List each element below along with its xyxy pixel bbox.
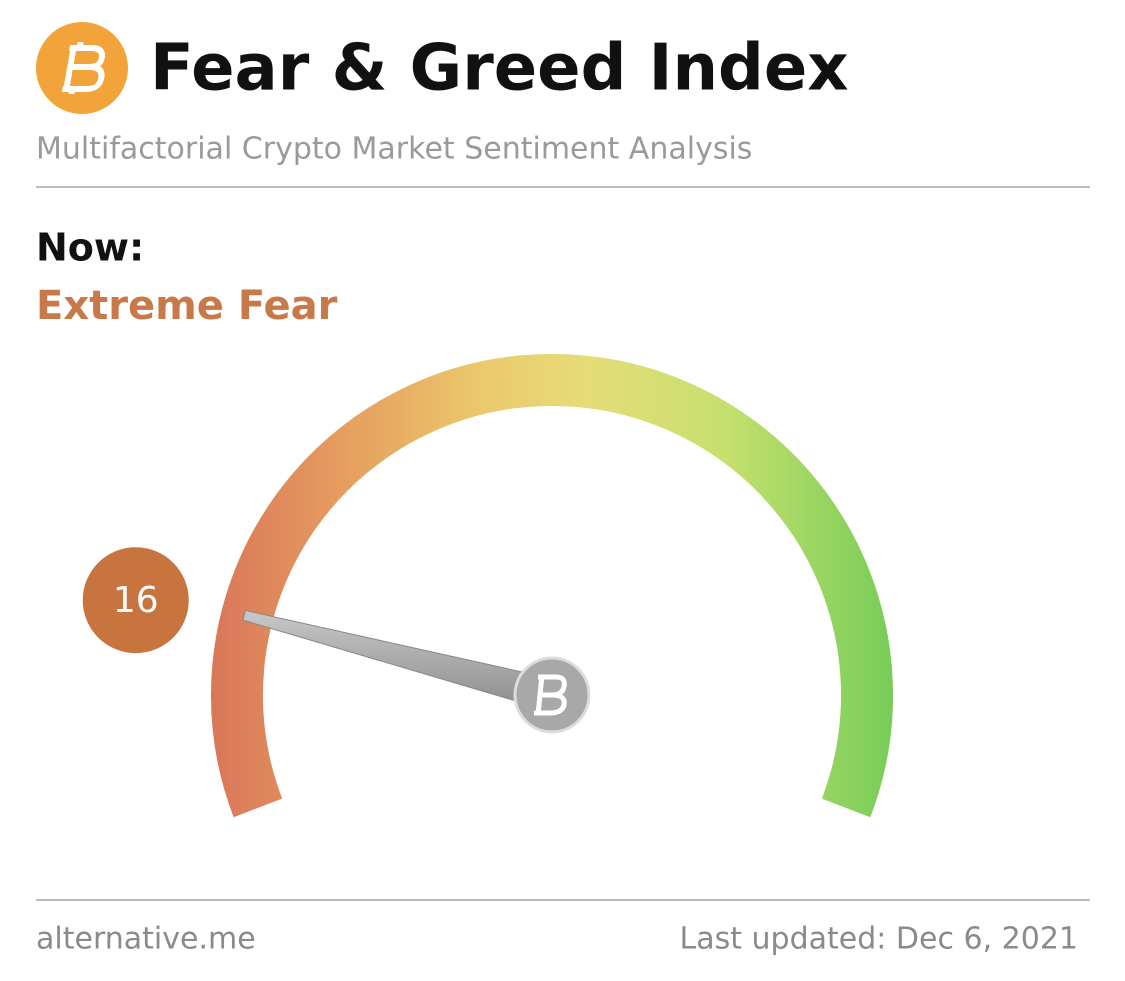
title: Fear & Greed Index xyxy=(150,32,849,106)
gauge: 16 xyxy=(82,354,893,818)
value-badge xyxy=(82,547,189,654)
subtitle: Multifactorial Crypto Market Sentiment A… xyxy=(36,132,752,167)
value-label: 16 xyxy=(113,580,159,621)
source: alternative.me xyxy=(36,922,256,957)
logo xyxy=(36,22,128,114)
last-updated: Last updated: Dec 6, 2021 xyxy=(679,922,1078,957)
gauge-arc xyxy=(211,354,893,818)
hub-icon xyxy=(534,674,567,716)
status: Extreme Fear xyxy=(36,283,338,329)
needle xyxy=(242,609,557,712)
now-label: Now: xyxy=(36,226,144,270)
